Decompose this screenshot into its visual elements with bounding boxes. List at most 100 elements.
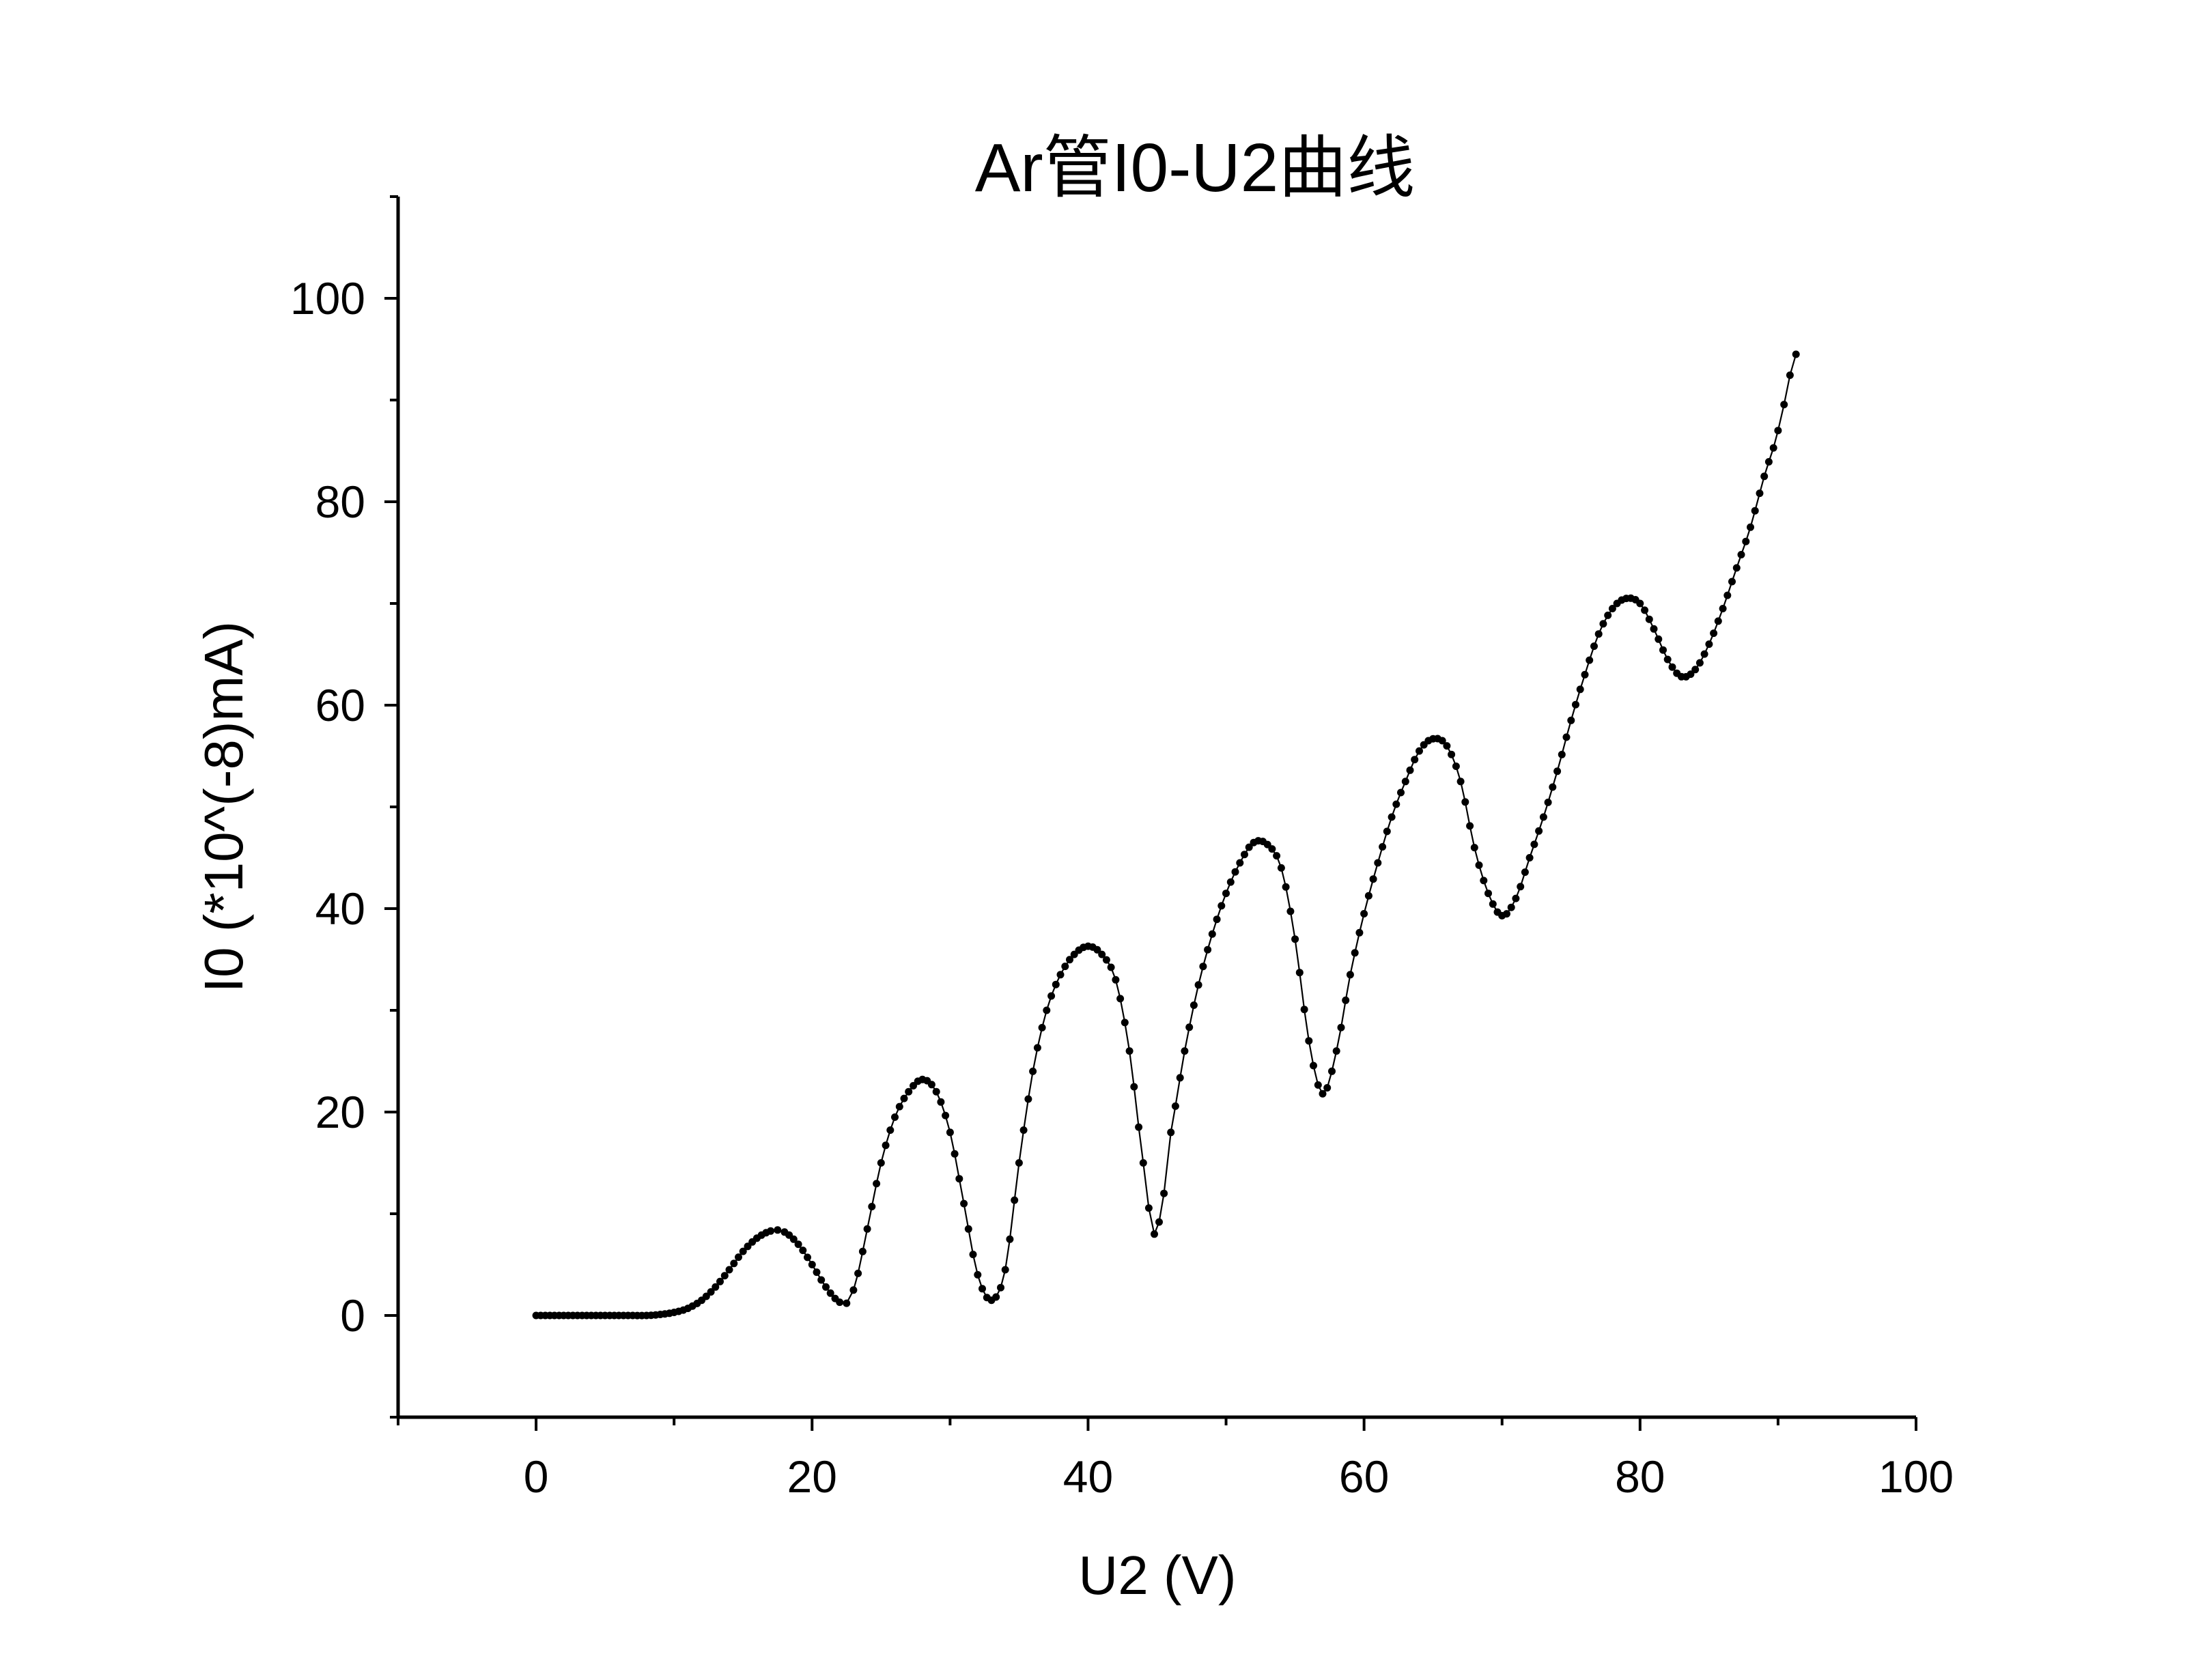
x-tick-label: 0 [524,1451,549,1502]
data-point [1411,756,1419,764]
data-point [1346,971,1354,979]
data-point [716,1277,724,1285]
data-point [843,1299,851,1307]
data-point [1786,371,1794,380]
data-point [1268,845,1276,853]
data-point [1558,750,1566,758]
data-point [1553,767,1562,775]
data-point [1125,1047,1134,1055]
data-point [1732,564,1741,572]
data-point [804,1253,811,1262]
data-point [1659,646,1667,654]
data-point [767,1227,775,1235]
data-point [979,1285,986,1293]
data-point [1323,1084,1332,1092]
data-point [1190,1001,1198,1009]
data-point [1489,900,1497,908]
data-point [1608,605,1616,612]
data-point [1392,800,1400,808]
data-point [1747,523,1754,531]
y-tick-label: 0 [340,1290,365,1341]
data-point [1015,1159,1023,1167]
data-point [1217,902,1226,910]
data-point [1121,1019,1129,1027]
data-point [1590,642,1598,651]
y-axis-title: I0 (*10^(-8)mA) [193,621,254,993]
data-point [1355,928,1364,937]
data-point [1139,1159,1147,1167]
data-point [1470,844,1478,852]
data-point [1535,827,1543,835]
y-tick-label: 100 [290,273,365,324]
data-point [1291,935,1299,943]
data-point [882,1141,890,1150]
data-point [1742,537,1750,545]
data-point [1332,1047,1340,1055]
data-point [1160,1189,1168,1197]
data-point [725,1266,733,1274]
x-tick-label: 60 [1339,1451,1389,1502]
data-point [1273,852,1281,860]
data-point [1687,670,1695,679]
data-point [1052,980,1060,988]
data-point [808,1261,816,1268]
data-point [854,1269,862,1277]
data-point [1379,843,1387,851]
y-tick-label: 60 [315,680,365,730]
data-point [1319,1090,1327,1098]
data-point [1719,605,1727,612]
data-point [1751,507,1759,515]
data-point [1305,1037,1313,1045]
data-point [1098,950,1106,958]
data-point [1695,659,1704,667]
data-point [1503,910,1510,918]
data-point [1792,350,1800,358]
data-point [1047,992,1056,1000]
data-point [1668,663,1676,671]
data-point [774,1226,782,1234]
data-point [1728,578,1736,586]
data-point [1663,655,1672,664]
data-point [1107,963,1115,971]
data-point [1236,859,1244,867]
data-point [1342,996,1350,1004]
data-point [1033,1044,1041,1052]
data-point [730,1259,738,1268]
data-point [707,1288,715,1296]
data-point [1576,685,1584,694]
data-point [1756,489,1764,498]
data-point [858,1247,867,1255]
data-point [1705,640,1713,649]
data-point [1636,599,1644,608]
data-point [1650,625,1658,633]
data-point [891,1113,899,1121]
data-point [1530,840,1538,849]
data-point [969,1251,977,1259]
data-point [1066,956,1073,964]
data-point [1562,733,1571,741]
data-point [895,1102,903,1111]
data-point [1572,700,1579,709]
data-point [900,1094,908,1102]
data-point [1594,630,1603,638]
data-point [951,1150,959,1158]
data-point [1737,551,1745,558]
data-point [1388,813,1396,821]
y-tick-label: 20 [315,1087,365,1137]
data-point [817,1276,826,1284]
data-point [1764,458,1773,466]
data-point [799,1247,807,1255]
data-point [739,1247,747,1255]
data-point [1416,747,1423,755]
data-point [1185,1023,1194,1031]
data-point [1406,766,1414,774]
data-point [1599,620,1607,628]
data-point [1484,889,1492,898]
data-point [720,1272,729,1280]
data-point [789,1235,798,1243]
data-point [1337,1023,1345,1031]
x-tick-label: 20 [787,1451,837,1502]
data-point [1466,822,1474,830]
data-point [964,1225,972,1233]
